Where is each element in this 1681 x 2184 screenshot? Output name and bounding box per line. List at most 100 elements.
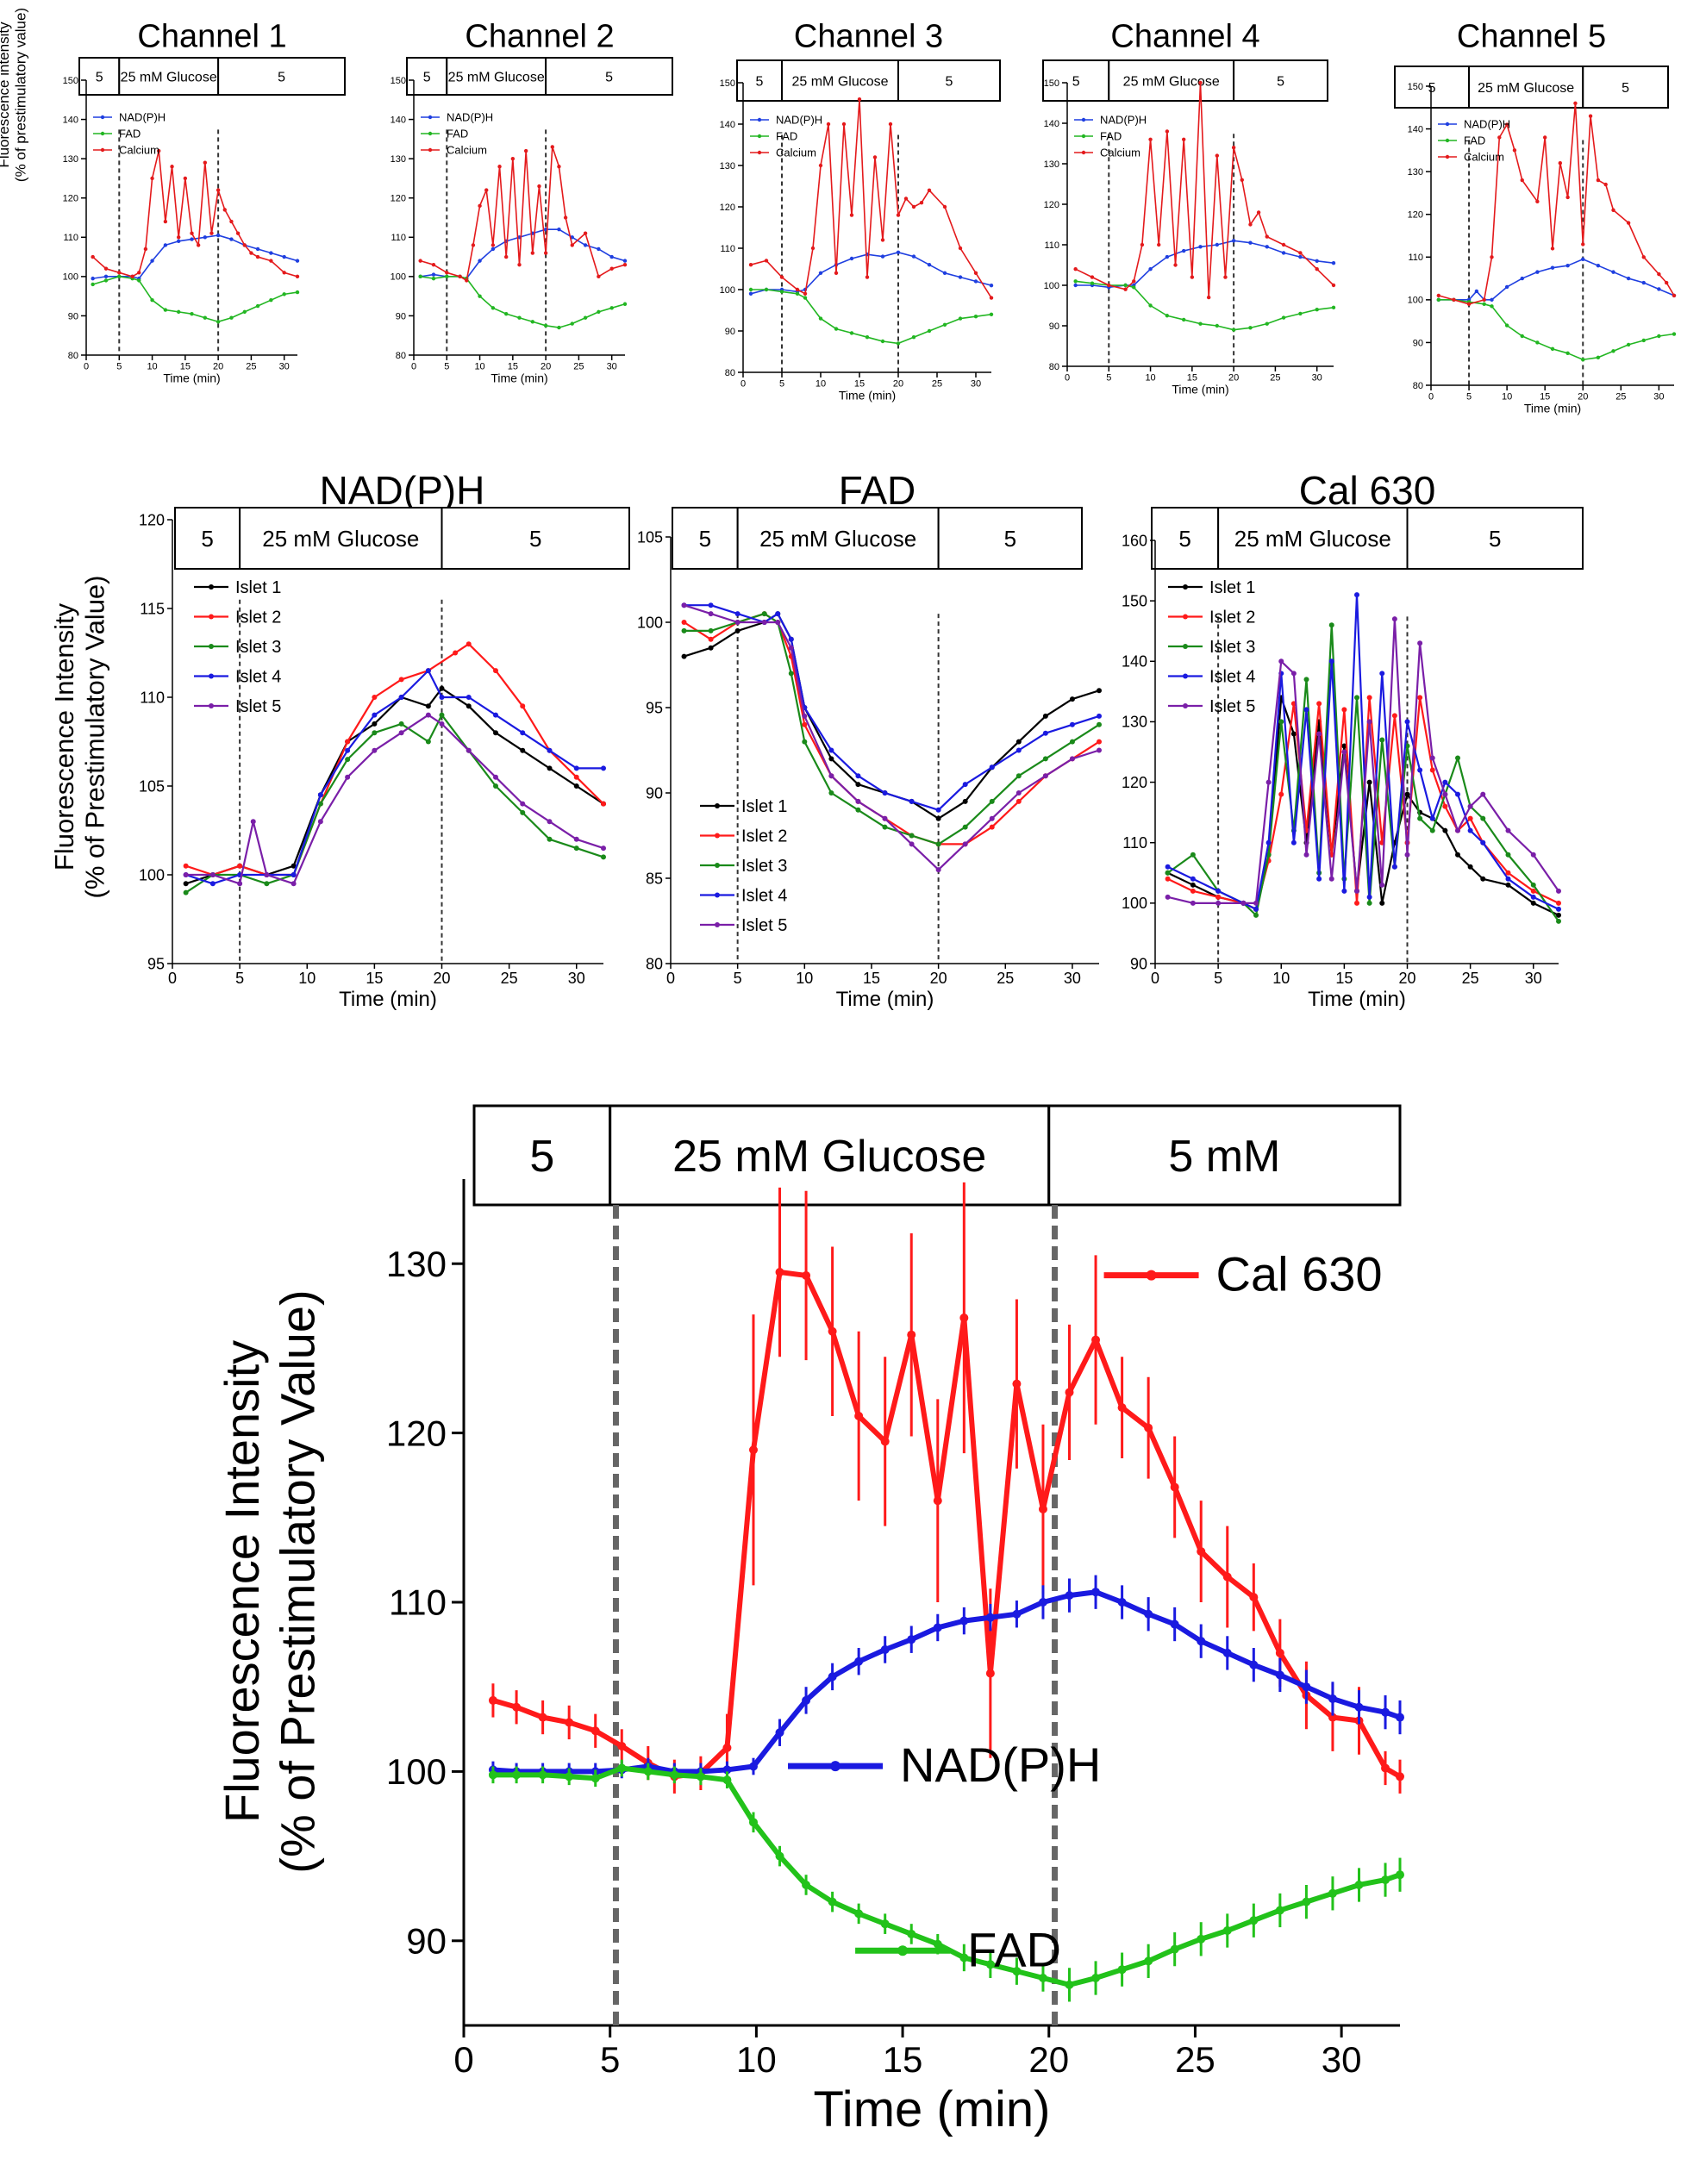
data-point	[1012, 1609, 1022, 1619]
data-point	[609, 266, 614, 271]
x-tick-label: 0	[741, 378, 746, 389]
y-tick-label: 90	[1130, 955, 1147, 972]
data-point	[1253, 906, 1259, 912]
data-point	[1530, 852, 1536, 858]
data-point	[1265, 839, 1272, 846]
data-point	[538, 1770, 547, 1780]
x-tick-label: 25	[1270, 372, 1280, 383]
data-point	[1249, 1916, 1259, 1925]
y-tick-label: 90	[646, 784, 663, 802]
data-point	[190, 311, 194, 316]
legend: Islet 1 Islet 2 Islet 3 Islet 4 Islet 5	[700, 797, 787, 935]
legend: NAD(P)H FAD Calcium	[1074, 114, 1147, 159]
data-point	[935, 841, 941, 847]
x-tick-label: 0	[411, 361, 416, 371]
y-axis-label: Fluorescence intensity(% of prestimulato…	[0, 8, 29, 182]
data-point	[1328, 1694, 1337, 1703]
condition-bar: 5 25 mM Glucose 5	[1151, 507, 1584, 570]
condition-bar: 5 25 mM Glucose 5	[1042, 59, 1328, 102]
data-point	[117, 274, 122, 279]
data-point	[1248, 240, 1253, 245]
series-line	[684, 604, 1100, 871]
data-point	[203, 235, 208, 240]
data-point	[372, 695, 378, 700]
condition-bar: 5 25 mM Glucose 5	[78, 57, 346, 96]
data-point	[466, 747, 472, 753]
y-tick-label: 130	[1408, 167, 1423, 178]
data-point	[748, 1445, 758, 1455]
y-axis-label-line: (% of Prestimulatory Value)	[270, 1289, 324, 1873]
legend-marker	[100, 115, 105, 120]
x-axis-label: Time (min)	[163, 371, 220, 385]
data-point	[1278, 719, 1284, 725]
y-tick-label: 110	[140, 689, 165, 706]
y-tick-label: 90	[68, 311, 78, 321]
data-point	[942, 204, 947, 209]
panel-nadph-islets: NAD(P)H 5 25 mM Glucose 5 0 5 10 15 20 25 30 95 100 1…	[49, 468, 630, 1011]
data-point	[1073, 279, 1078, 284]
data-point	[1215, 323, 1220, 328]
data-point	[828, 1897, 837, 1906]
data-point	[1190, 900, 1196, 906]
data-point	[911, 335, 916, 340]
data-point	[1396, 1713, 1404, 1722]
condition-label: 25 mM Glucose	[759, 526, 916, 552]
data-point	[497, 165, 502, 169]
data-point	[1504, 323, 1509, 328]
condition-segment	[446, 57, 547, 96]
data-point	[1144, 1423, 1153, 1432]
series-fad	[488, 1759, 1404, 2002]
legend: NAD(P)H FAD Calcium	[93, 111, 166, 157]
data-point	[1073, 267, 1078, 271]
data-point	[855, 773, 861, 779]
y-tick-label: 110	[1044, 240, 1059, 251]
x-axis-label: Time (min)	[1172, 383, 1228, 396]
data-point	[854, 1657, 864, 1666]
data-point	[523, 148, 528, 153]
x-tick-label: 10	[736, 2039, 777, 2080]
data-point	[163, 308, 168, 312]
x-tick-label: 30	[279, 361, 290, 371]
panel-title: Channel 1	[137, 18, 286, 54]
legend-marker	[1183, 644, 1188, 649]
data-point	[1069, 756, 1075, 762]
data-point	[1097, 713, 1102, 719]
y-tick-label: 130	[63, 154, 78, 165]
legend-marker	[757, 134, 762, 139]
data-point	[909, 798, 915, 804]
x-tick-label: 25	[997, 970, 1014, 987]
x-tick-label: 25	[1462, 970, 1479, 987]
data-point	[942, 271, 947, 275]
data-point	[761, 620, 767, 625]
legend-label: Islet 3	[235, 638, 281, 657]
data-point	[1455, 827, 1460, 833]
data-point	[1657, 271, 1661, 277]
panel-title: Channel 2	[465, 18, 614, 54]
data-point	[803, 291, 808, 296]
data-point	[269, 298, 273, 303]
data-point	[670, 1770, 679, 1780]
series-islet-4	[183, 668, 606, 887]
data-point	[617, 1763, 627, 1773]
y-tick-label: 95	[147, 955, 165, 972]
series-line	[1167, 594, 1559, 910]
data-point	[1328, 876, 1334, 882]
data-point	[1581, 242, 1585, 246]
y-tick-label: 120	[63, 194, 78, 204]
data-point	[1042, 756, 1048, 762]
data-point	[989, 798, 995, 804]
data-point	[1404, 852, 1410, 858]
data-point	[854, 1411, 864, 1420]
legend-marker	[1445, 138, 1450, 143]
legend-label: Islet 1	[1209, 578, 1255, 597]
data-point	[1328, 622, 1334, 628]
x-tick-label: 20	[213, 361, 223, 371]
legend-entry: NAD(P)H	[788, 1738, 1101, 1792]
condition-label: 5	[529, 1132, 554, 1182]
legend-label: Calcium	[1100, 147, 1140, 159]
data-point	[510, 156, 516, 161]
legend-marker	[1445, 154, 1450, 159]
condition-label: 5	[1277, 74, 1284, 89]
data-point	[317, 801, 323, 807]
